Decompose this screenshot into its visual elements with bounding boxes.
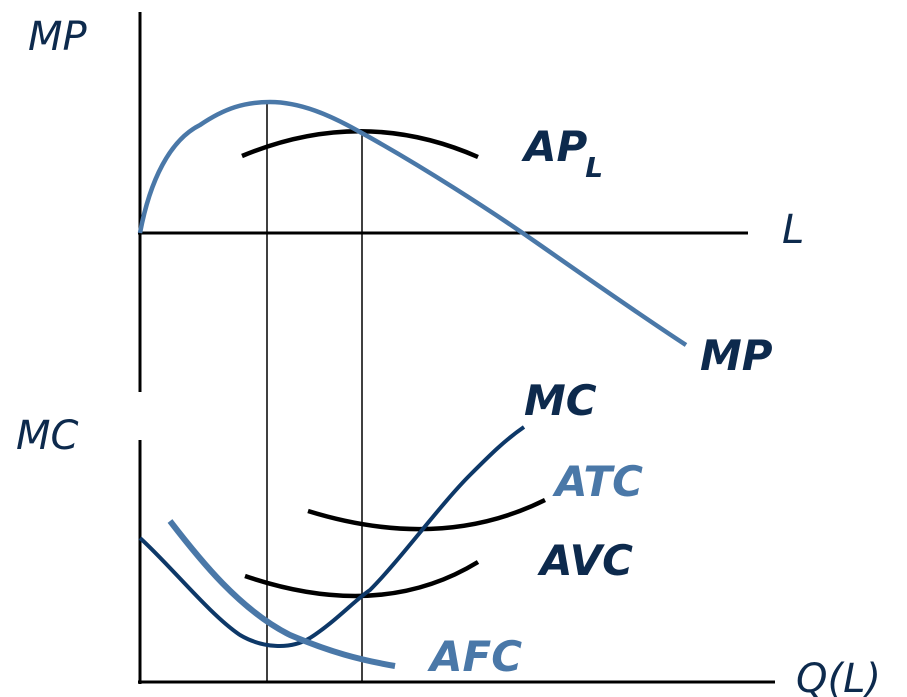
ap-label: APL: [521, 122, 603, 184]
mp-curve: [137, 99, 688, 347]
mc-curve: [138, 425, 526, 648]
mc-label: MC: [524, 376, 597, 425]
atc-label: ATC: [552, 457, 643, 506]
top-x-axis-label: L: [782, 207, 804, 253]
afc-curve: [167, 519, 396, 669]
atc-curve: [307, 497, 546, 532]
avc-label: AVC: [537, 536, 633, 585]
ap-label-subscript: L: [585, 151, 603, 184]
ap-label-main: AP: [521, 122, 588, 171]
avc-curve: [244, 560, 480, 599]
ap-curve: [241, 129, 479, 160]
mp-label: MP: [700, 331, 773, 380]
afc-label: AFC: [427, 632, 522, 681]
top-y-axis-label: MP: [28, 14, 88, 60]
bottom-y-axis-label: MC: [16, 413, 79, 459]
bottom-x-axis-label: Q(L): [796, 656, 881, 697]
